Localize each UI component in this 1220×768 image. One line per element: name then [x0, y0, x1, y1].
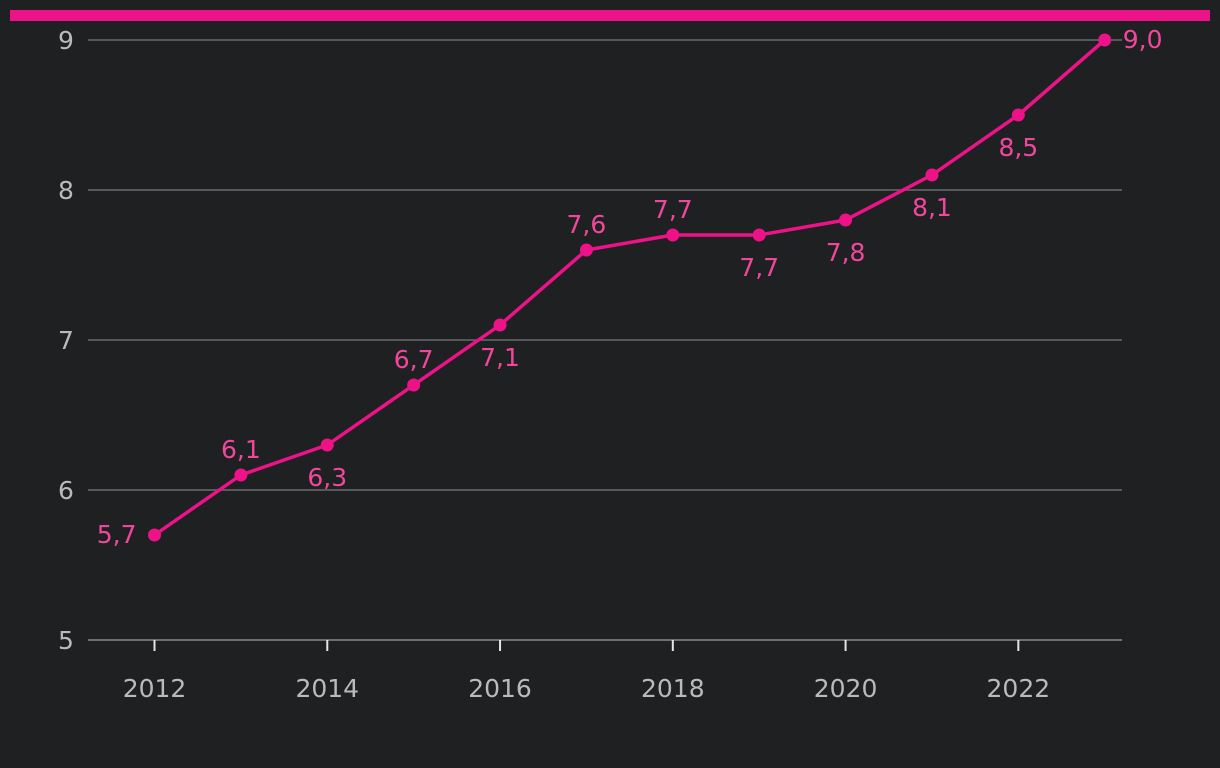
data-point-2019 — [752, 228, 766, 242]
data-label-2019: 7,7 — [739, 253, 779, 282]
accent-top-bar — [10, 10, 1210, 21]
data-point-2018 — [666, 228, 680, 242]
x-tick-label-2012: 2012 — [123, 674, 187, 703]
y-tick-label-6: 6 — [58, 476, 74, 505]
data-label-2016: 7,1 — [480, 343, 520, 372]
data-point-2017 — [579, 243, 593, 257]
y-tick-label-7: 7 — [58, 326, 74, 355]
data-label-2015: 6,7 — [394, 345, 434, 374]
data-point-2012 — [148, 528, 162, 542]
data-point-2015 — [407, 378, 421, 392]
y-tick-label-5: 5 — [58, 626, 74, 655]
data-point-2016 — [493, 318, 507, 332]
data-point-2014 — [320, 438, 334, 452]
series — [148, 33, 1112, 542]
grid-lines — [88, 39, 1122, 641]
data-label-2013: 6,1 — [221, 435, 261, 464]
data-point-2023 — [1098, 33, 1112, 47]
x-tick-label-2020: 2020 — [814, 674, 878, 703]
y-axis-tick-labels: 5 6 7 8 9 — [58, 26, 74, 655]
data-label-2017: 7,6 — [567, 210, 607, 239]
data-label-2014: 6,3 — [307, 463, 347, 492]
data-point-2013 — [234, 468, 248, 482]
data-point-2020 — [839, 213, 853, 227]
x-tick-label-2016: 2016 — [468, 674, 532, 703]
data-label-2018: 7,7 — [653, 195, 693, 224]
data-label-2021: 8,1 — [912, 193, 952, 222]
data-point-2022 — [1011, 108, 1025, 122]
y-tick-label-8: 8 — [58, 176, 74, 205]
x-tick-label-2022: 2022 — [987, 674, 1051, 703]
x-tick-label-2014: 2014 — [295, 674, 359, 703]
y-tick-label-9: 9 — [58, 26, 74, 55]
data-point-2021 — [925, 168, 939, 182]
x-tick-label-2018: 2018 — [641, 674, 705, 703]
x-axis: 2012 2014 2016 2018 2020 2022 — [123, 640, 1050, 703]
series-line-0 — [152, 38, 1107, 537]
data-label-2023: 9,0 — [1123, 25, 1163, 54]
data-label-2020: 7,8 — [826, 238, 866, 267]
data-label-2022: 8,5 — [998, 133, 1038, 162]
data-label-2012: 5,7 — [97, 520, 137, 549]
data-labels: 5,7 6,1 6,3 6,7 7,1 7,6 7,7 7,7 7,8 8,1 8,5 9,0 — [97, 25, 1163, 549]
